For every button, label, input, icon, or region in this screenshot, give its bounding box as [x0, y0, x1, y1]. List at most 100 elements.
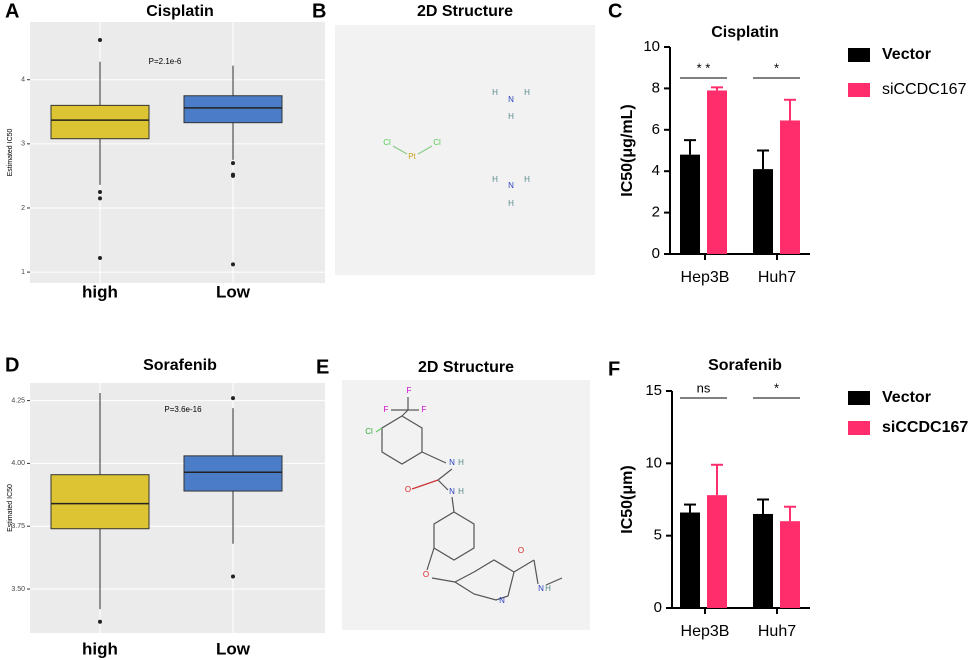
panel-label: D	[5, 354, 19, 376]
y-tick-label: 10	[645, 454, 662, 471]
atom-label: O	[405, 485, 411, 494]
outlier	[98, 37, 102, 42]
outlier	[98, 619, 102, 624]
chart-title: Cisplatin	[146, 3, 214, 20]
y-tick-label: 4.25	[11, 397, 25, 404]
x-tick-label: high	[82, 639, 118, 658]
y-tick-label: 6	[652, 121, 660, 138]
atom-label: H	[508, 199, 514, 208]
atom-label: F	[422, 405, 427, 414]
atom-label: H	[524, 175, 530, 184]
structure-bg	[342, 380, 590, 630]
atom-label: N	[508, 181, 514, 190]
y-tick-label: 4.00	[11, 460, 25, 467]
box	[50, 104, 150, 140]
box	[183, 95, 283, 124]
y-tick-label: 4	[21, 77, 25, 84]
bond	[533, 559, 539, 585]
atom-label: O	[518, 546, 524, 555]
legend-label: siCCDC167	[882, 419, 968, 436]
outlier	[98, 196, 102, 201]
y-tick-label: 3.75	[11, 523, 25, 530]
y-tick-label: 15	[645, 382, 662, 399]
annotation: P=3.6e-16	[164, 405, 202, 414]
atom-label: N	[499, 596, 505, 605]
y-tick-label: 3.50	[11, 586, 25, 593]
bond	[426, 547, 435, 571]
atom-label: O	[423, 570, 429, 579]
atom-label: Pt	[408, 152, 416, 161]
sorafenib-bonds	[375, 397, 563, 601]
bar	[780, 521, 800, 608]
y-tick-label: 8	[652, 79, 660, 96]
y-tick-label: 4	[652, 162, 660, 179]
atom-label: H	[492, 175, 498, 184]
atom-label: N	[449, 458, 455, 467]
x-tick-label: Huh7	[758, 269, 796, 286]
box	[50, 474, 150, 530]
legend-label: Vector	[882, 389, 931, 406]
legend-swatch	[848, 421, 870, 435]
atom-label: H	[545, 584, 551, 593]
bar	[780, 120, 800, 254]
y-tick-label: 0	[652, 245, 660, 262]
x-tick-label: Low	[216, 639, 251, 658]
bar	[753, 513, 773, 608]
bar	[680, 154, 700, 254]
y-axis-label: IC50(μm)	[619, 465, 636, 533]
legend-label: siCCDC167	[882, 81, 967, 98]
bond	[431, 577, 456, 583]
atom-label: Cl	[383, 138, 391, 147]
title-bg	[405, 357, 527, 379]
bar	[707, 495, 727, 608]
y-tick-label: 2	[21, 205, 25, 212]
panel-label: B	[312, 0, 326, 22]
outlier	[231, 396, 235, 401]
outlier	[231, 574, 235, 579]
atom-label: N	[508, 95, 514, 104]
outlier	[231, 262, 235, 267]
chart-title: 2D Structure	[418, 359, 514, 376]
significance: *	[774, 60, 779, 75]
legend-swatch	[848, 48, 870, 62]
bond	[545, 577, 563, 586]
chart-title: 2D Structure	[417, 3, 513, 20]
chart-title: Sorafenib	[708, 357, 782, 374]
bond	[513, 559, 535, 573]
outlier	[98, 189, 102, 194]
y-tick-label: 10	[643, 38, 660, 55]
atom-label: N	[538, 584, 544, 593]
y-tick-label: 2	[652, 204, 660, 221]
panel-label: C	[608, 0, 622, 22]
legend-label: Vector	[882, 46, 931, 63]
outlier	[98, 255, 102, 260]
y-tick-label: 0	[654, 599, 662, 616]
atom-label: Cl	[365, 427, 373, 436]
bar	[680, 512, 700, 608]
atom-label: H	[458, 458, 464, 467]
x-tick-label: Hep3B	[681, 269, 730, 286]
bond	[392, 145, 408, 155]
atom-label: H	[492, 88, 498, 97]
bond	[437, 479, 449, 491]
bond	[421, 451, 447, 464]
bond	[417, 145, 433, 155]
x-tick-label: Huh7	[758, 623, 796, 640]
atom-label: H	[458, 487, 464, 496]
plot-bg	[30, 22, 325, 283]
x-tick-label: Low	[216, 282, 251, 301]
bar	[707, 90, 727, 254]
significance: *	[774, 380, 779, 395]
bonds	[375, 145, 563, 601]
y-tick-label: 3	[21, 141, 25, 148]
structure-bg	[335, 25, 595, 275]
bond	[437, 468, 453, 481]
annotation: P=2.1e-6	[149, 57, 182, 66]
chart-title: Cisplatin	[711, 24, 779, 41]
y-tick-label: 5	[654, 527, 662, 544]
atom-label: H	[508, 112, 514, 121]
outlier	[231, 161, 235, 166]
box	[183, 455, 283, 492]
